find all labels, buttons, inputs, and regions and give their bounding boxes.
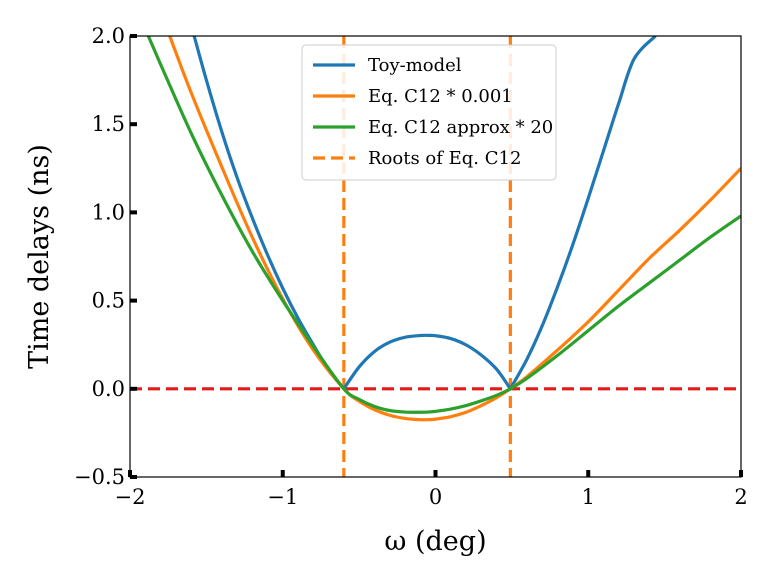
x-tick-label: −2 (115, 485, 146, 509)
y-tick-label: 0.5 (92, 289, 125, 313)
legend-label: Toy-model (368, 55, 462, 76)
y-tick-label: 2.0 (92, 24, 125, 48)
legend-entry-eq-c12: Eq. C12 * 0.001 (313, 86, 513, 107)
legend: Toy-model Eq. C12 * 0.001 Eq. C12 approx *… (301, 44, 557, 181)
x-tick-label: 0 (429, 485, 442, 509)
legend-label: Eq. C12 * 0.001 (368, 86, 513, 107)
y-axis-label: Time delays (ns) (24, 144, 55, 369)
legend-entry-toy-model: Toy-model (313, 55, 462, 76)
y-tick-label: 1.5 (92, 112, 125, 136)
legend-label: Roots of Eq. C12 (368, 148, 521, 169)
axis-ticks: −2 −1 0 1 2 −0.5 0.0 0.5 1.0 1.5 2.0 (74, 24, 748, 509)
x-axis-label: ω (deg) (384, 526, 486, 557)
eq-c12-approx-curve (146, 36, 741, 414)
y-tick-label: 1.0 (92, 200, 125, 224)
legend-label: Eq. C12 approx * 20 (368, 117, 553, 138)
legend-entry-roots: Roots of Eq. C12 (313, 148, 521, 169)
x-tick-label: 2 (734, 485, 747, 509)
y-tick-label: 0.0 (92, 377, 125, 401)
legend-box (301, 44, 557, 181)
y-tick-label: −0.5 (74, 465, 125, 489)
legend-entry-eq-c12-approx: Eq. C12 approx * 20 (313, 117, 553, 138)
x-tick-label: −1 (267, 485, 298, 509)
x-tick-label: 1 (582, 485, 595, 509)
